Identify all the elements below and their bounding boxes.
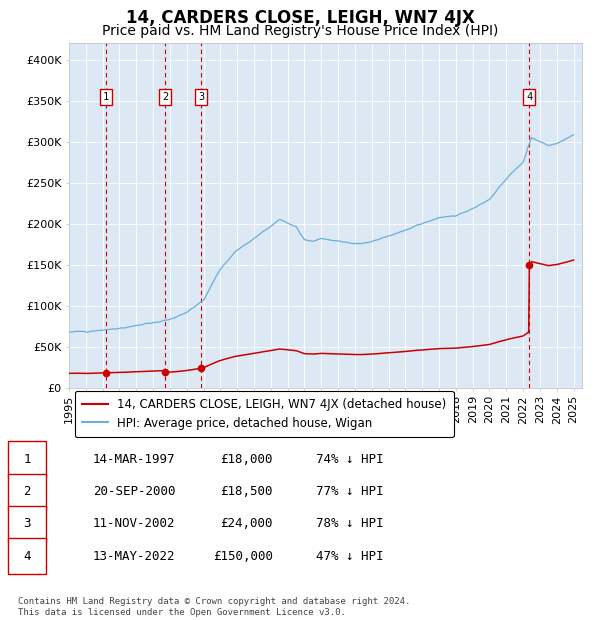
Text: £24,000: £24,000 <box>221 518 273 530</box>
Text: 14-MAR-1997: 14-MAR-1997 <box>93 453 176 466</box>
Text: 1: 1 <box>23 453 31 466</box>
Text: 74% ↓ HPI: 74% ↓ HPI <box>317 453 384 466</box>
Text: 47% ↓ HPI: 47% ↓ HPI <box>317 550 384 562</box>
Text: 2: 2 <box>162 92 169 102</box>
Text: £18,000: £18,000 <box>221 453 273 466</box>
Text: 11-NOV-2002: 11-NOV-2002 <box>93 518 176 530</box>
Text: 3: 3 <box>198 92 205 102</box>
Text: 20-SEP-2000: 20-SEP-2000 <box>93 485 176 498</box>
Text: £150,000: £150,000 <box>213 550 273 562</box>
Text: 4: 4 <box>23 550 31 562</box>
Text: 4: 4 <box>526 92 532 102</box>
Text: 3: 3 <box>23 518 31 530</box>
Text: 77% ↓ HPI: 77% ↓ HPI <box>317 485 384 498</box>
Text: £18,500: £18,500 <box>221 485 273 498</box>
Text: 78% ↓ HPI: 78% ↓ HPI <box>317 518 384 530</box>
Text: Contains HM Land Registry data © Crown copyright and database right 2024.
This d: Contains HM Land Registry data © Crown c… <box>18 598 410 617</box>
Legend: 14, CARDERS CLOSE, LEIGH, WN7 4JX (detached house), HPI: Average price, detached: 14, CARDERS CLOSE, LEIGH, WN7 4JX (detac… <box>75 391 454 437</box>
Text: 13-MAY-2022: 13-MAY-2022 <box>93 550 176 562</box>
Text: 14, CARDERS CLOSE, LEIGH, WN7 4JX: 14, CARDERS CLOSE, LEIGH, WN7 4JX <box>125 9 475 27</box>
Text: 1: 1 <box>103 92 109 102</box>
Text: Price paid vs. HM Land Registry's House Price Index (HPI): Price paid vs. HM Land Registry's House … <box>102 24 498 38</box>
Text: 2: 2 <box>23 485 31 498</box>
